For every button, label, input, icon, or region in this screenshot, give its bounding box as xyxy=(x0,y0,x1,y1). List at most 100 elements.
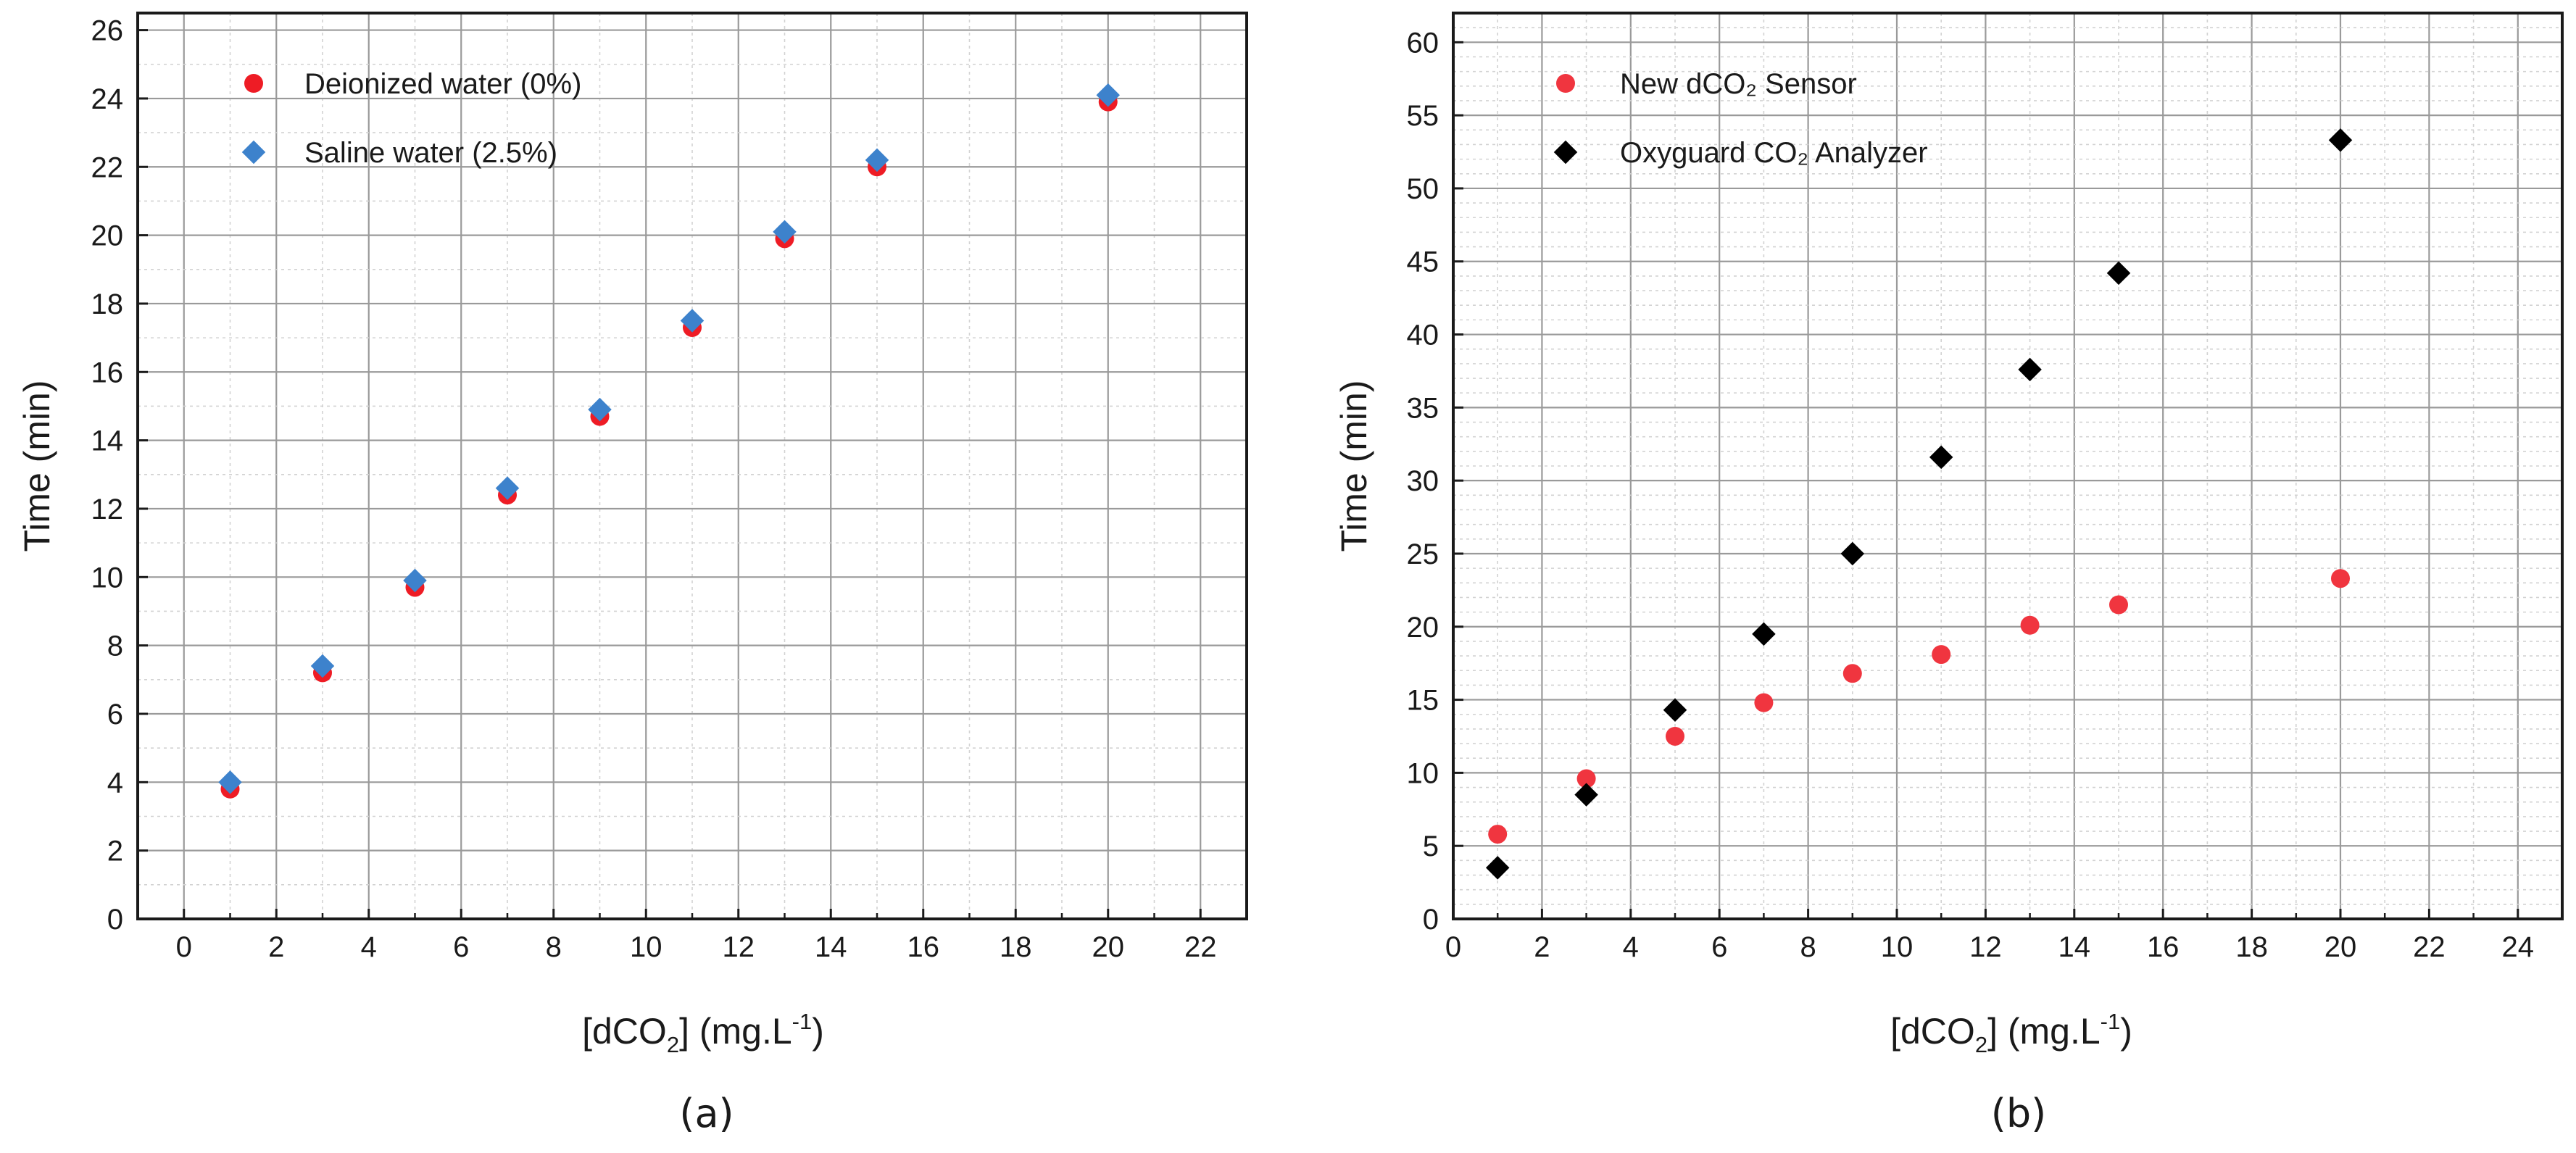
y-tick-label: 16 xyxy=(91,357,124,388)
y-tick-label: 25 xyxy=(1407,538,1439,570)
legend-marker xyxy=(1556,74,1575,93)
y-tick-label: 0 xyxy=(1423,904,1439,936)
data-point xyxy=(1574,783,1598,807)
x-tick-label: 16 xyxy=(2147,931,2180,963)
data-point xyxy=(218,770,242,794)
y-tick-label: 15 xyxy=(1407,685,1439,717)
legend-label: Saline water (2.5%) xyxy=(304,137,557,169)
data-point xyxy=(680,309,705,333)
panel-a-chart: 0 2 4 6 8 10 12 14 16 18 20 22024681012141618202224… xyxy=(17,12,1248,1136)
plot-frame xyxy=(1452,12,2564,920)
data-point xyxy=(2020,615,2040,635)
x-tick-label: 22 xyxy=(2413,931,2446,963)
x-tick-label: 0 xyxy=(1445,931,1461,963)
data-point xyxy=(1488,825,1508,844)
x-tick-label: 2 xyxy=(268,931,284,963)
data-point xyxy=(865,148,889,172)
x-tick-label: 10 xyxy=(630,931,662,963)
data-point xyxy=(495,476,520,500)
y-tick-label: 4 xyxy=(107,767,123,799)
data-point xyxy=(2328,128,2353,152)
y-tick-label: 20 xyxy=(1407,612,1439,644)
data-point xyxy=(1840,541,1865,566)
grid xyxy=(1452,12,2563,920)
y-tick-label: 10 xyxy=(91,562,124,594)
x-tick-label: 24 xyxy=(2502,931,2535,963)
y-tick-label: 24 xyxy=(91,83,124,115)
x-tick-label: 18 xyxy=(1000,931,1032,963)
legend-label: Deionized water (0%) xyxy=(304,68,581,100)
data-point xyxy=(1932,645,1951,665)
x-tick-label: 10 xyxy=(1881,931,1914,963)
x-tick-label: 18 xyxy=(2235,931,2268,963)
x-tick-label: 20 xyxy=(1092,931,1125,963)
x-tick-label: 12 xyxy=(723,931,755,963)
x-tick-label: 16 xyxy=(907,931,940,963)
y-tick-label: 18 xyxy=(91,288,124,320)
x-tick-label: 14 xyxy=(2058,931,2091,963)
y-tick-label: 20 xyxy=(91,220,124,252)
y-tick-label: 8 xyxy=(107,630,123,662)
y-tick-label: 35 xyxy=(1407,392,1439,424)
y-tick-label: 5 xyxy=(1423,831,1439,862)
x-tick-label: 14 xyxy=(815,931,847,963)
y-axis-title: Time (min) xyxy=(17,380,57,551)
data-point xyxy=(1576,769,1596,788)
x-tick-label: 4 xyxy=(1623,931,1639,963)
x-tick-label: 22 xyxy=(1184,931,1217,963)
data-point xyxy=(1663,698,1687,722)
y-tick-label: 12 xyxy=(91,494,124,525)
y-tick-label: 22 xyxy=(91,151,124,183)
legend-marker xyxy=(244,74,263,93)
data-point xyxy=(2331,569,2350,588)
x-tick-label: 6 xyxy=(453,931,469,963)
data-point xyxy=(2109,595,2128,615)
legend: Deionized water (0%) Saline water (2.5%) xyxy=(241,68,581,169)
data-point xyxy=(1842,664,1862,683)
y-tick-label: 10 xyxy=(1407,757,1439,789)
x-tick-label: 12 xyxy=(1969,931,2002,963)
x-axis-title: [dCO2] (mg.L-1) xyxy=(1890,1009,2132,1057)
data-point xyxy=(1096,83,1120,107)
y-axis-title: Time (min) xyxy=(1334,380,1374,551)
data-point xyxy=(2106,261,2131,286)
x-tick-label: 8 xyxy=(1800,931,1816,963)
legend-marker xyxy=(241,140,266,165)
data-point xyxy=(2018,357,2042,382)
x-tick-label: 20 xyxy=(2324,931,2357,963)
y-tick-label: 45 xyxy=(1407,246,1439,278)
y-tick-label: 2 xyxy=(107,836,123,867)
data-point xyxy=(773,220,797,244)
data-point xyxy=(1485,856,1510,880)
data-point xyxy=(1666,726,1684,746)
y-tick-label: 60 xyxy=(1407,27,1439,59)
legend-label: New dCO₂ Sensor xyxy=(1620,68,1857,100)
y-tick-label: 55 xyxy=(1407,100,1439,132)
y-tick-label: 30 xyxy=(1407,465,1439,497)
data-point xyxy=(310,654,335,678)
panel-label: (a) xyxy=(679,1091,734,1136)
y-tick-label: 0 xyxy=(107,904,123,936)
x-axis-title: [dCO2] (mg.L-1) xyxy=(582,1009,824,1057)
legend-marker xyxy=(1553,140,1578,165)
series-1 xyxy=(1488,569,2350,844)
x-tick-label: 2 xyxy=(1534,931,1550,963)
data-point xyxy=(1754,693,1774,712)
data-point xyxy=(1752,622,1776,646)
panel-label: (b) xyxy=(1991,1091,2046,1136)
series-1 xyxy=(220,92,1118,799)
data-point xyxy=(588,397,612,422)
y-tick-label: 14 xyxy=(91,425,124,457)
x-tick-label: 0 xyxy=(176,931,192,963)
data-point xyxy=(1929,445,1953,470)
x-tick-label: 6 xyxy=(1711,931,1727,963)
panel-b-chart: 0 2 4 6 8 10 12 14 16 18 20 22 240510152025303540455… xyxy=(1334,12,2564,1136)
x-tick-label: 4 xyxy=(361,931,377,963)
y-tick-label: 40 xyxy=(1407,320,1439,351)
data-point xyxy=(403,568,427,593)
legend: New dCO₂ Sensor Oxyguard CO₂ Analyzer xyxy=(1553,68,1928,169)
y-tick-label: 50 xyxy=(1407,173,1439,205)
series-2 xyxy=(1485,128,2353,880)
y-tick-label: 26 xyxy=(91,15,124,47)
